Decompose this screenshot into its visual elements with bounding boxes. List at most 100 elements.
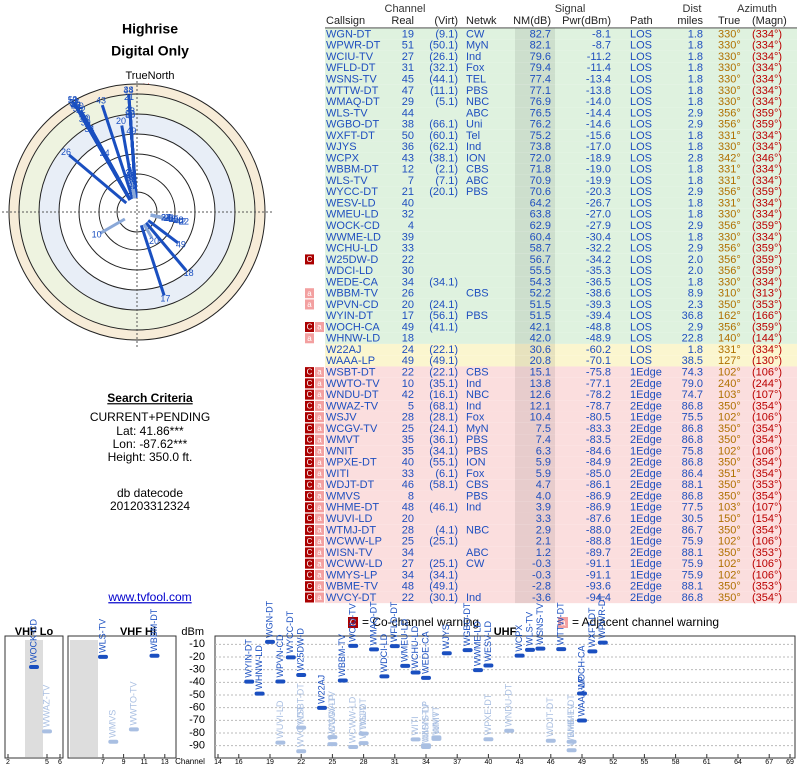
table-cell: WCWW-LD (326, 558, 383, 570)
column-header: Path (630, 15, 653, 27)
signal-bar (29, 665, 39, 670)
table-cell: (5.1) (435, 96, 458, 108)
spoke-label: 25 (164, 213, 174, 223)
table-cell: WOCH-CA (326, 321, 380, 333)
signal-label: WCPX (514, 625, 524, 652)
signal-label: WOCK-CD (28, 619, 38, 663)
table-cell: 330° (718, 209, 741, 221)
table-cell: 79.0 (682, 378, 703, 390)
y-tick-label: -20 (189, 651, 205, 663)
table-cell: 1.8 (688, 28, 703, 40)
table-row (325, 558, 797, 570)
table-cell: -39.4 (586, 310, 611, 322)
warning-icon (305, 445, 314, 456)
table-cell: 102° (718, 412, 741, 424)
table-cell: 25 (402, 423, 414, 435)
warning-mark: C (307, 435, 313, 444)
table-cell: -84.9 (586, 457, 611, 469)
table-cell: ION (466, 457, 486, 469)
nm-cell (515, 411, 555, 423)
table-cell: (106°) (752, 558, 782, 570)
table-cell: 350° (718, 490, 741, 502)
signal-bar (410, 670, 421, 675)
link[interactable]: www.tvfool.com (107, 590, 191, 604)
signal-bar (556, 647, 567, 652)
table-cell: 79.4 (530, 62, 551, 74)
warning-mark: a (317, 402, 322, 411)
table-cell: -27.0 (586, 209, 611, 221)
table-cell: 1.8 (688, 141, 703, 153)
warning-mark: a (307, 289, 312, 298)
warning-icon (315, 423, 324, 434)
column-header: Netwk (466, 15, 497, 27)
table-cell: (50.1) (429, 40, 458, 52)
warning-icon (305, 254, 314, 265)
table-cell: 356° (718, 220, 741, 232)
table-cell: 42.1 (530, 321, 551, 333)
spoke-label: 17 (160, 294, 170, 304)
signal-bar (327, 742, 338, 747)
table-cell: 2Edge (630, 434, 662, 446)
table-cell: LOS (630, 164, 652, 176)
table-row (325, 591, 797, 604)
spoke-label: 40 (80, 113, 90, 123)
table-cell: 76.5 (530, 107, 551, 119)
table-cell: 86.7 (682, 524, 703, 536)
band-label: VHF Lo (15, 626, 54, 638)
warning-icon (305, 547, 314, 558)
table-cell: 356° (718, 265, 741, 277)
x-label: Channel (175, 757, 205, 766)
table-cell: WFLD-DT (326, 62, 376, 74)
table-cell: 86.8 (682, 457, 703, 469)
column-header: NM(dB) (513, 15, 551, 27)
table-cell: 12.6 (530, 389, 551, 401)
table-cell: 38 (402, 119, 414, 131)
table-cell: Ind (466, 400, 481, 412)
y-tick-label: -60 (189, 702, 205, 714)
spoke-label: 22 (128, 181, 138, 191)
table-cell: WSBT-DT (326, 367, 376, 379)
warning-icon (305, 479, 314, 490)
nm-cell (515, 355, 555, 367)
warning-icon (305, 524, 314, 535)
table-cell: -80.5 (586, 412, 611, 424)
table-cell: 29 (402, 96, 414, 108)
signal-label: WNDU-DT (504, 683, 514, 726)
table-cell: PBS (466, 85, 488, 97)
table-row (325, 411, 797, 423)
nm-cell (515, 287, 555, 299)
db-code: 201203312324 (110, 499, 190, 513)
table-cell: (354°) (752, 490, 782, 502)
table-cell: (9.1) (435, 28, 458, 40)
table-cell: 13.8 (530, 378, 551, 390)
signal-bar (296, 725, 307, 730)
warning-icon (305, 536, 314, 547)
table-cell: (334°) (752, 141, 782, 153)
table-cell: -39.3 (586, 299, 611, 311)
table-cell: (4.1) (435, 524, 458, 536)
table-row (325, 512, 797, 525)
table-cell: (354°) (752, 524, 782, 536)
table-cell: -19.9 (586, 175, 611, 187)
table-cell: (359°) (752, 321, 782, 333)
table-cell: -36.5 (586, 276, 611, 288)
signal-label: WOCH-CA (576, 645, 586, 689)
x-tick-label: 58 (672, 759, 680, 766)
table-row (325, 569, 797, 581)
y-tick-label: -30 (189, 664, 205, 676)
table-cell: (359°) (752, 265, 782, 277)
warning-icon (305, 389, 314, 400)
warning-mark: C (307, 593, 313, 602)
table-cell: 15.1 (530, 367, 551, 379)
table-cell: (354°) (752, 457, 782, 469)
warning-icon (315, 445, 324, 456)
table-row (325, 377, 797, 390)
spoke-label: 8 (128, 172, 133, 182)
table-cell: 30.5 (682, 513, 703, 525)
table-cell: WWME-LD (326, 231, 381, 243)
station-spoke (105, 156, 132, 201)
table-cell: CBS (466, 479, 489, 491)
spoke-label: 25 (125, 168, 135, 178)
table-cell: 1.8 (688, 62, 703, 74)
group-header: Azimuth (737, 3, 777, 15)
